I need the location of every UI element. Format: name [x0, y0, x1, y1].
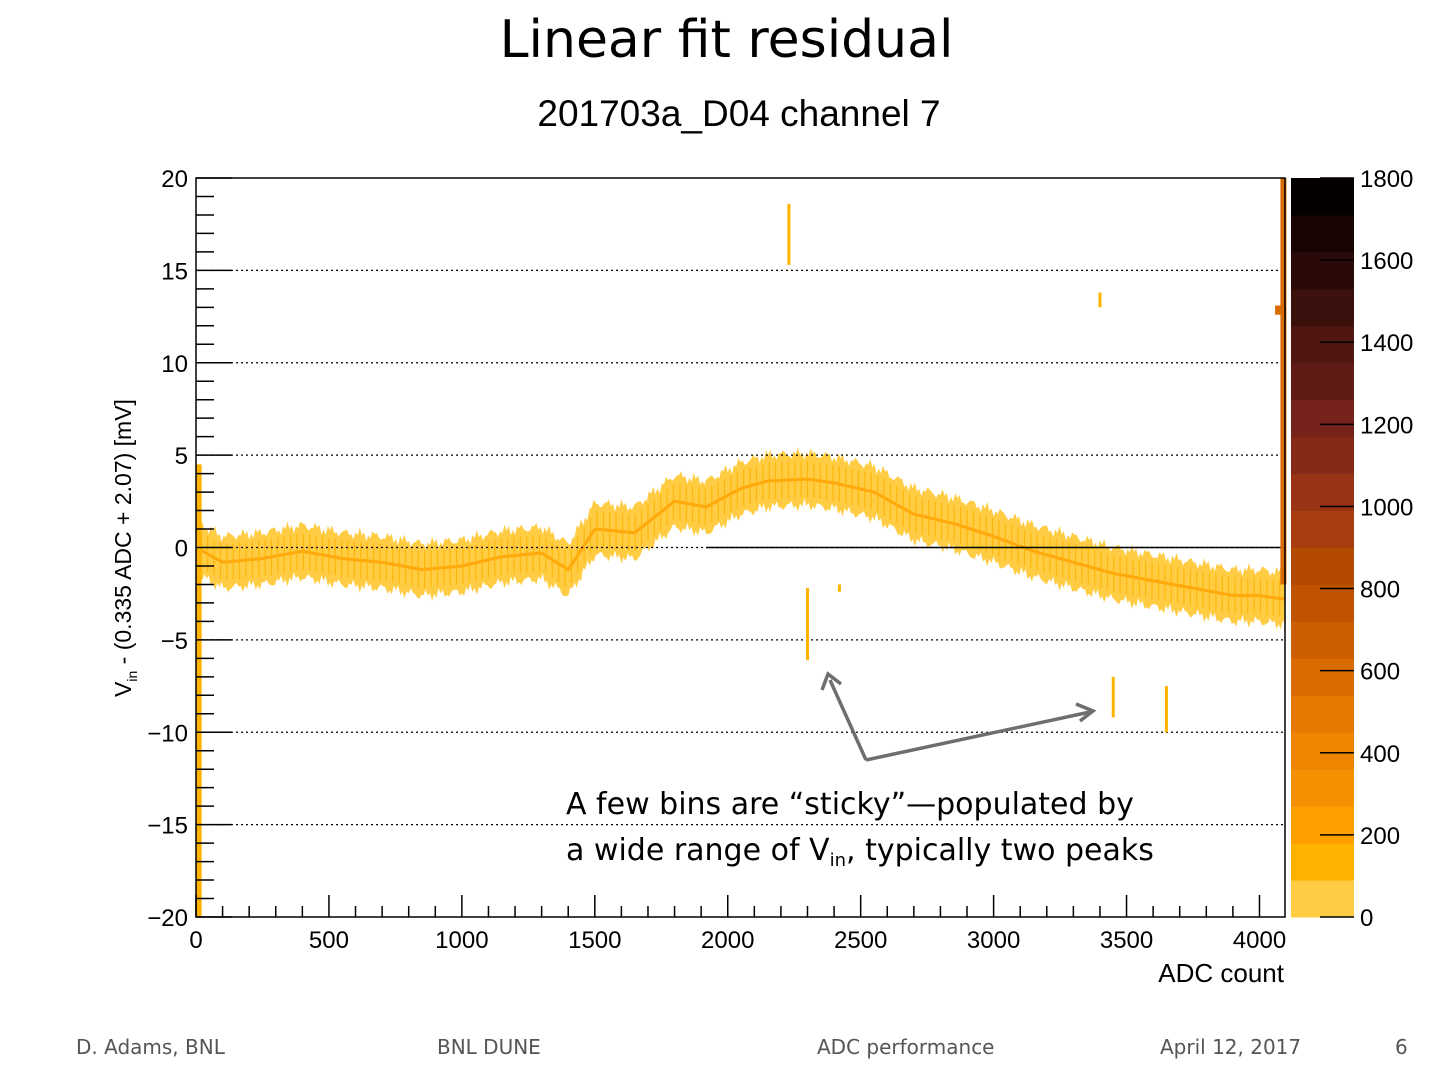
colorbar-segment: [1291, 288, 1354, 327]
sticky-bin: [805, 588, 809, 661]
sticky-bins-annotation: A few bins are “sticky”—populated by a w…: [566, 782, 1154, 874]
axes-layer: 0 500 1000 1500 2000 2500 3000 3500 4000 20 15 10 5 0…: [147, 166, 1286, 954]
x-tick-label: 500: [309, 927, 349, 954]
colorbar-tick-label: 400: [1360, 741, 1400, 768]
y-tick-label: −20: [147, 905, 188, 932]
sticky-bin: [837, 584, 841, 592]
colorbar-segment: [1291, 621, 1354, 659]
colorbar-segment: [1291, 251, 1354, 290]
colorbar-segment: [1291, 880, 1354, 918]
colorbar-tick-label: 1600: [1360, 248, 1413, 275]
colorbar-segment: [1291, 584, 1354, 622]
colorbar-segment: [1291, 178, 1354, 216]
residual-band: [196, 447, 1285, 630]
arrow-head-right: [1075, 702, 1097, 723]
sticky-bin: [787, 203, 791, 265]
x-axis-label: ADC count: [1158, 958, 1284, 988]
colorbar-segment: [1291, 436, 1354, 475]
colorbar-tick-label: 800: [1360, 577, 1400, 604]
colorbar-segment: [1291, 510, 1354, 548]
colorbar-tick-label: 1400: [1360, 330, 1413, 357]
colorbar-tick-label: 1000: [1360, 494, 1413, 521]
annotation-line-2-sub: in: [829, 850, 846, 871]
sticky-bin: [1280, 178, 1287, 585]
y-tick-label: −15: [147, 813, 188, 840]
arrow-head-left: [820, 671, 843, 691]
x-tick-label: 2500: [834, 927, 887, 954]
footer-group: BNL DUNE: [437, 1035, 541, 1059]
y-axis-label-sub: in: [124, 671, 140, 682]
colorbar-layer: 1800 1600 1400 1200 1000 800 600 400 200 0: [1291, 166, 1413, 932]
colorbar-segment: [1291, 806, 1354, 844]
colorbar-segment: [1291, 399, 1354, 438]
annotation-line-2-pre: a wide range of V: [566, 833, 830, 868]
colorbar-segment: [1291, 843, 1354, 881]
sticky-bin: [1275, 305, 1282, 315]
y-tick-label: 15: [161, 258, 188, 285]
arrow-shaft-left: [828, 679, 868, 761]
colorbar-segment: [1291, 547, 1354, 585]
x-tick-label: 4000: [1233, 927, 1286, 954]
colorbar-tick-label: 1200: [1360, 412, 1413, 439]
footer-date: April 12, 2017: [1160, 1035, 1302, 1059]
sticky-bins-layer: [195, 178, 1287, 917]
y-tick-label: 5: [175, 443, 188, 470]
colorbar-segment: [1291, 732, 1354, 770]
footer-topic: ADC performance: [817, 1035, 995, 1059]
x-tick-label: 3500: [1100, 927, 1153, 954]
footer-page-number: 6: [1395, 1035, 1408, 1059]
annotation-line-2: a wide range of Vin, typically two peaks: [566, 828, 1154, 874]
annotation-arrows: [820, 671, 1097, 762]
colorbar-tick-label: 1800: [1360, 166, 1413, 193]
x-tick-label: 3000: [967, 927, 1020, 954]
y-tick-label: 20: [161, 166, 188, 193]
arrow-shaft-right: [865, 710, 1091, 762]
plot-title: 201703a_D04 channel 7: [537, 93, 941, 134]
x-tick-label: 1500: [568, 927, 621, 954]
footer-author: D. Adams, BNL: [76, 1035, 225, 1059]
colorbar-tick-label: 600: [1360, 659, 1400, 686]
residual-band-layer: [195, 447, 1286, 630]
colorbar-segment: [1291, 769, 1354, 807]
annotation-line-2-post: , typically two peaks: [846, 833, 1154, 868]
colorbar-tick-label: 0: [1360, 905, 1373, 932]
x-tick-label: 0: [189, 927, 202, 954]
sticky-bin: [195, 464, 202, 917]
colorbar-segment: [1291, 362, 1354, 401]
x-tick-label: 2000: [701, 927, 754, 954]
colorbar-segment: [1291, 325, 1354, 364]
y-tick-label: −5: [161, 628, 188, 655]
colorbar-segment: [1291, 473, 1354, 512]
colorbar-tick-label: 200: [1360, 823, 1400, 850]
sticky-bin: [1164, 686, 1168, 733]
grid-layer: [196, 269, 1285, 826]
annotation-line-1: A few bins are “sticky”—populated by: [566, 787, 1134, 822]
colorbar-segment: [1291, 214, 1354, 253]
x-tick-label: 1000: [435, 927, 488, 954]
sticky-bin: [1111, 676, 1115, 718]
y-axis-label-main: V: [110, 681, 136, 697]
slide-title: Linear fit residual: [499, 10, 954, 70]
residual-band-core: [195, 477, 1286, 601]
y-tick-label: 0: [175, 536, 188, 563]
y-axis-label-rest: - (0.335 ADC + 2.07) [mV]: [110, 399, 136, 671]
colorbar-segment: [1291, 695, 1354, 733]
colorbar-segment: [1291, 658, 1354, 696]
y-tick-label: 10: [161, 351, 188, 378]
y-axis-label: Vin - (0.335 ADC + 2.07) [mV]: [110, 399, 140, 697]
y-tick-label: −10: [147, 720, 188, 747]
sticky-bin: [1098, 292, 1102, 308]
